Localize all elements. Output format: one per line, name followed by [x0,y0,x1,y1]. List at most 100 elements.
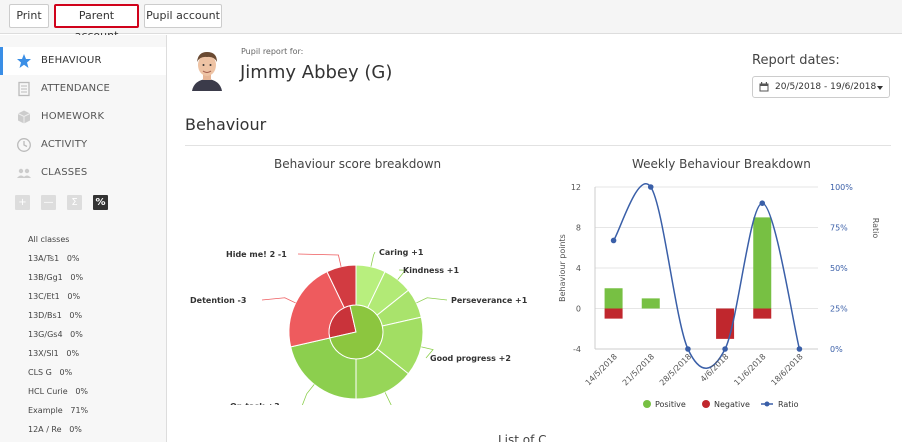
sidebar-item-label: ACTIVITY [41,139,88,150]
ratio-point-0[interactable] [610,237,617,244]
report-dates-select[interactable]: 20/5/2018 - 19/6/2018 [752,76,890,98]
bar-chart-title: Weekly Behaviour Breakdown [632,157,811,171]
sidebar-item-behaviour[interactable]: BEHAVIOUR [0,47,166,75]
class-percent: 0% [70,330,83,339]
class-row[interactable]: Example 71% [28,406,88,415]
report-dates-value: 20/5/2018 - 19/6/2018 [775,82,877,92]
sidebar-item-label: HOMEWORK [41,111,105,122]
calendar-icon [759,82,769,92]
bar-negative-0[interactable] [604,308,623,319]
ratio-point-1[interactable] [647,184,654,190]
chevron-down-icon [877,86,883,90]
people-icon [17,168,31,178]
pie-label-on-task-3: On task +3 [230,402,280,405]
sidebar-item-activity[interactable]: ACTIVITY [0,131,166,159]
pie-label-detention-3: Detention -3 [190,296,246,305]
subtract-tool-button[interactable]: — [41,195,56,210]
add-tool-button[interactable]: + [15,195,30,210]
pie-label-kindness-1: Kindness +1 [403,266,459,275]
class-name: 13X/Sl1 [28,349,59,358]
class-percent: 71% [70,406,89,415]
sum-tool-button[interactable]: Σ [67,195,82,210]
bar-positive-1[interactable] [641,298,660,309]
class-name: All classes [28,235,70,244]
bar-positive-4[interactable] [753,217,772,309]
class-percent: 0% [66,349,80,358]
class-row[interactable]: 13G/Gs4 0% [28,330,83,339]
class-name: HCL Curie [28,387,68,396]
legend-negative-label[interactable]: Negative [714,400,750,409]
legend-ratio-label[interactable]: Ratio [778,400,799,409]
pie-label-good-progress-2: Good progress +2 [430,354,511,363]
class-row[interactable]: CLS G 0% [28,368,72,377]
pie-slice-on-task-3[interactable] [290,337,357,400]
sidebar-item-label: ATTENDANCE [41,83,111,94]
class-percent: 0% [69,425,82,434]
sidebar-item-attendance[interactable]: ATTENDANCE [0,75,166,103]
class-row[interactable]: 13A/Ts1 0% [28,254,80,263]
x-tick-label: 21/5/2018 [621,352,656,387]
class-row[interactable]: 12A / Re 0% [28,425,82,434]
pie-slice-detention-3[interactable] [288,270,345,348]
sidebar-item-classes[interactable]: CLASSES [0,159,166,187]
class-name: 13D/Bs1 [28,311,62,320]
class-percent: 0% [75,387,89,396]
class-row[interactable]: 13D/Bs1 0% [28,311,82,320]
bar-negative-3[interactable] [716,308,735,339]
percent-tool-button[interactable]: % [93,195,108,210]
pie-leader-line [421,346,434,359]
class-name: Example [28,406,63,415]
pie-leader-line [301,384,315,405]
class-name: 13C/Et1 [28,292,60,301]
print-button[interactable]: Print [9,4,49,28]
pie-label-hide-me-2-1: Hide me! 2 -1 [226,250,287,259]
report-for-label: Pupil report for: [241,47,304,56]
pie-leader-line [297,253,342,267]
x-tick-label: 18/6/2018 [769,352,804,387]
class-percent: 0% [66,254,80,263]
legend-positive-marker [643,400,651,408]
main-content: Pupil report for: Jimmy Abbey (G) Report… [168,35,902,442]
cube-icon [17,110,31,124]
pupil-name: Jimmy Abbey (G) [240,62,393,83]
ratio-point-5[interactable] [796,346,803,352]
class-row-all[interactable]: All classes [28,235,69,244]
class-row[interactable]: 13C/Et1 0% [28,292,80,301]
behaviour-pie-chart: Caring +1 Kindness +1 Perseverance +1 Good … [190,248,528,405]
class-row[interactable]: 13X/Sl1 0% [28,349,79,358]
sidebar-item-label: CLASSES [41,167,88,178]
x-tick-label: 11/6/2018 [732,352,767,387]
ratio-point-4[interactable] [759,200,766,206]
y2-axis-title: Ratio [871,218,880,239]
bar-negative-4[interactable] [753,308,772,319]
class-percent: 0% [67,292,81,301]
x-tick-label: 14/5/2018 [584,352,619,387]
class-name: 12A / Re [28,425,62,434]
x-tick-label: 28/5/2018 [658,352,693,387]
list-title: List of C [498,433,547,442]
class-row[interactable]: 13B/Gg1 0% [28,273,83,282]
class-name: 13A/Ts1 [28,254,60,263]
ratio-point-2[interactable] [685,346,691,352]
star-icon [17,54,31,68]
bar-positive-0[interactable] [604,288,623,309]
pie-leader-line [416,297,448,304]
ratio-line [612,183,801,369]
pie-leader-line [261,297,296,304]
ratio-point-3[interactable] [722,346,728,352]
y2-tick-label: 75% [830,224,848,233]
sidebar-item-label: BEHAVIOUR [41,55,102,66]
pupil-account-button[interactable]: Pupil account [144,4,222,28]
class-row[interactable]: HCL Curie 0% [28,387,88,396]
class-percent: 0% [59,368,73,377]
pie-slice-hide-me-2-1[interactable] [326,264,357,309]
legend-positive-label[interactable]: Positive [655,400,686,409]
document-icon [18,81,30,97]
sidebar-item-homework[interactable]: HOMEWORK [0,103,166,131]
parent-account-button[interactable]: Parent account [54,4,139,42]
pie-leader-line [397,269,407,280]
chart-legend: Positive Negative Ratio [643,400,799,409]
pie-label-perseverance-1: Perseverance +1 [451,296,528,305]
y-tick-label: 4 [576,264,581,273]
legend-negative-marker [702,400,710,408]
